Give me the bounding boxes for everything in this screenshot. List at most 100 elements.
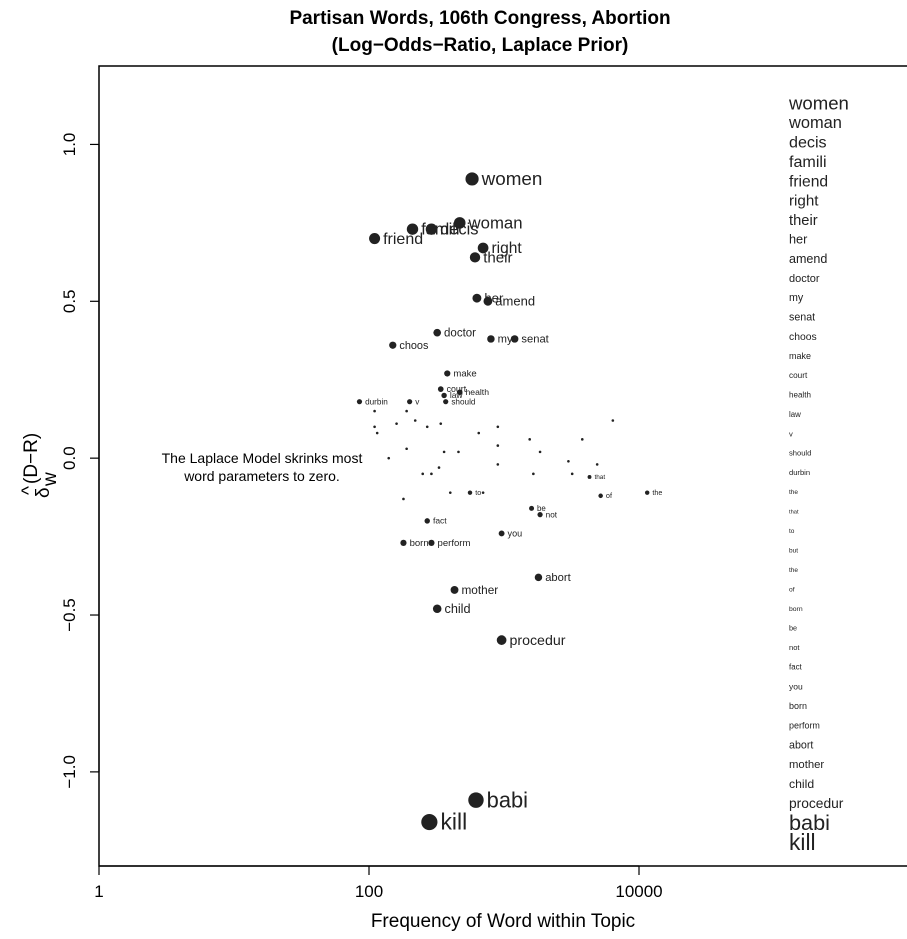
chart-subtitle: (Log−Odds−Ratio, Laplace Prior)	[332, 35, 629, 56]
right-column-word: doctor	[789, 273, 820, 285]
point-label: child	[444, 602, 470, 616]
right-column-word: procedur	[789, 796, 844, 811]
data-point	[532, 472, 535, 476]
data-point	[437, 386, 444, 392]
data-point	[413, 419, 417, 422]
right-column-word: mother	[789, 759, 824, 771]
right-column-word: be	[789, 624, 797, 633]
y-axis-label-subscript: w	[40, 472, 61, 487]
point-label: amend	[495, 294, 535, 309]
chart-title: Partisan Words, 106th Congress, Abortion	[289, 8, 670, 29]
data-point	[496, 463, 500, 466]
data-point	[465, 172, 479, 186]
right-column-word: senat	[789, 312, 815, 324]
data-point	[421, 472, 425, 476]
right-column-word: fact	[789, 663, 803, 672]
point-label: not	[546, 510, 558, 519]
x-tick-label: 100	[355, 882, 383, 901]
data-point	[400, 539, 407, 546]
data-point	[528, 438, 531, 441]
data-point	[457, 450, 460, 454]
data-point	[443, 399, 449, 405]
right-column-word: that	[789, 509, 799, 515]
data-point	[430, 472, 433, 476]
right-column-word: born	[789, 701, 807, 711]
right-column-word: amend	[789, 252, 827, 266]
point-label: famili	[421, 221, 459, 239]
point-label: be	[537, 504, 546, 513]
point-label: doctor	[444, 327, 476, 339]
data-point	[498, 530, 505, 537]
data-point	[441, 392, 447, 399]
point-label: decis	[440, 221, 478, 239]
data-point	[402, 497, 405, 501]
right-column-word: health	[789, 391, 811, 400]
right-column-word: famili	[789, 153, 827, 171]
right-column-word: her	[789, 233, 808, 247]
unlabeled-points	[373, 409, 615, 501]
point-label: their	[483, 249, 512, 266]
data-point	[595, 463, 599, 466]
point-label: women	[481, 168, 543, 189]
right-column-word: choos	[789, 332, 817, 343]
y-tick-label: −1.0	[60, 755, 79, 789]
point-label: born	[410, 538, 429, 549]
right-column-word: but	[789, 548, 798, 555]
data-point	[433, 328, 442, 337]
y-axis-label-superscript: (D−R)	[21, 433, 42, 484]
data-point	[453, 217, 466, 229]
right-column-word: their	[789, 213, 818, 229]
point-label: court	[447, 384, 467, 394]
data-point	[570, 472, 574, 476]
data-point	[450, 585, 459, 594]
point-label: should	[451, 397, 476, 406]
point-label: durbin	[365, 397, 388, 406]
data-point	[538, 450, 542, 454]
right-column-word: kill	[789, 829, 816, 855]
right-column-word: friend	[789, 173, 828, 190]
right-column-word: v	[789, 429, 793, 438]
right-column-word: the	[789, 489, 798, 496]
y-tick-label: 1.0	[60, 133, 79, 157]
x-axis-label: Frequency of Word within Topic	[371, 911, 635, 932]
right-column-word: should	[789, 449, 811, 458]
data-point	[477, 242, 489, 254]
x-tick-label: 10000	[615, 882, 662, 901]
data-point	[529, 505, 535, 511]
data-point	[395, 422, 398, 425]
data-point	[389, 341, 397, 349]
right-column-word: durbin	[789, 468, 810, 477]
right-column-word: abort	[789, 740, 813, 752]
point-label: choos	[399, 340, 429, 352]
point-label: procedur	[509, 633, 565, 649]
data-point	[510, 335, 519, 343]
data-point	[375, 431, 379, 435]
labeled-points: womenwomandecisfamilifriendrighttheirher…	[356, 168, 662, 835]
x-axis: 1 100 10000	[94, 865, 663, 901]
point-label: senat	[521, 334, 549, 346]
data-point	[439, 422, 443, 425]
point-label: right	[491, 240, 522, 257]
data-point	[444, 370, 451, 377]
data-point	[534, 573, 543, 582]
point-label: v	[415, 397, 420, 406]
data-point	[644, 490, 650, 495]
data-point	[496, 635, 507, 645]
point-label: woman	[468, 213, 523, 232]
data-point	[472, 293, 482, 303]
data-point	[421, 813, 438, 831]
data-point	[373, 409, 376, 413]
data-point	[477, 431, 481, 435]
point-label: make	[453, 369, 476, 380]
point-label: that	[594, 474, 605, 481]
right-column-word: women	[788, 93, 849, 114]
data-point	[387, 456, 391, 460]
data-point	[496, 425, 500, 429]
y-tick-label: 0.5	[60, 289, 79, 313]
right-column-word: perform	[789, 720, 820, 730]
data-point	[407, 399, 413, 405]
data-point	[467, 490, 473, 495]
y-axis-label-hat: ^	[19, 486, 40, 495]
